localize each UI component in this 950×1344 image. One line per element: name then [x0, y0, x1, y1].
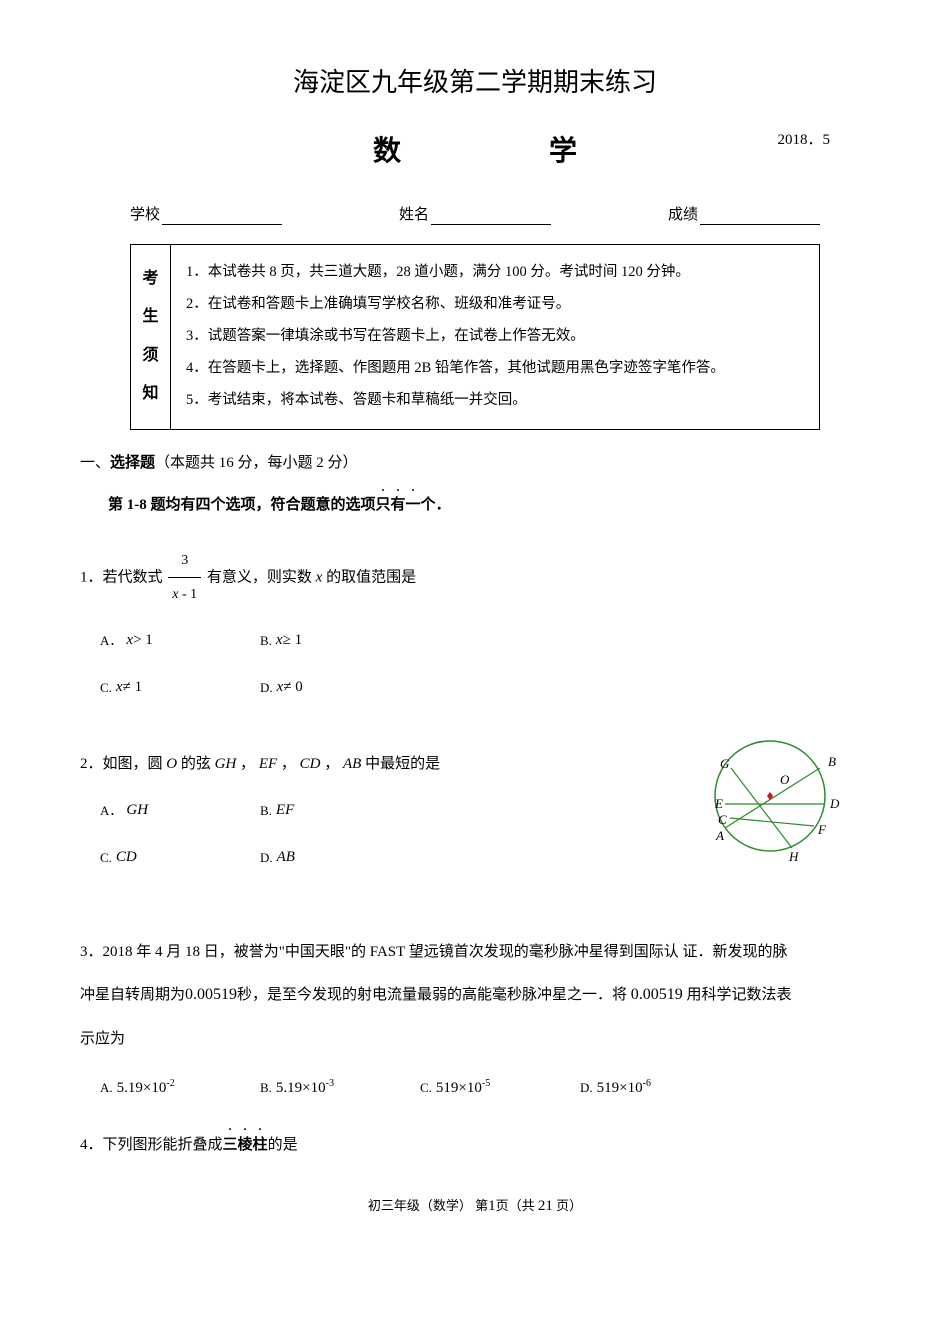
section-prefix: 一、: [80, 455, 110, 471]
emphasis-char: 柱: [253, 1127, 268, 1163]
option-label: B.: [260, 1076, 272, 1099]
score-label: 成绩: [668, 202, 698, 229]
option-d: D. 519×10-6: [580, 1075, 720, 1102]
q1-suffix: 有意义，则实数: [207, 569, 312, 585]
instruction-prefix: 第 1-8 题均有四个选项，符合题意的选项: [108, 497, 376, 513]
page-title: 海淀区九年级第二学期期末练习: [80, 60, 870, 107]
label-a: A: [715, 828, 724, 843]
emphasis-char: 只: [376, 492, 391, 519]
emphasis-char: 棱: [238, 1127, 253, 1163]
label-h: H: [788, 849, 799, 864]
option-d: D. AB: [260, 844, 420, 871]
option-d: D. x ≠ 0: [260, 674, 420, 701]
label-b: B: [828, 754, 836, 769]
q1-end: 的取值范围是: [326, 569, 416, 585]
q1-var: x: [316, 569, 323, 585]
score-blank: [700, 207, 820, 225]
fraction: 3 x - 1: [168, 544, 201, 612]
option-label: C.: [100, 676, 112, 699]
q1-text: 1．若代数式 3 x - 1 有意义，则实数 x 的取值范围是: [80, 544, 870, 612]
label-f: F: [817, 822, 827, 837]
option-c: C. CD: [100, 844, 260, 871]
emphasis-char: 一: [406, 492, 421, 519]
option-label: A．: [100, 629, 122, 652]
q3-text: 3．2018 年 4 月 18 日，被誉为"中国天眼"的 FAST 望远镜首次发…: [80, 931, 870, 1060]
q2-figure: O G B E D C F A H: [690, 726, 850, 886]
section-info: （本题共 16 分，每小题 2 分）: [155, 455, 358, 471]
emphasis-char: 三: [223, 1127, 238, 1163]
emphasis-char: 个: [421, 497, 436, 513]
name-label: 姓名: [399, 202, 429, 229]
name-blank: [431, 207, 551, 225]
notice-item: 5．考试结束，将本试卷、答题卡和草稿纸一并交回。: [186, 385, 804, 417]
notice-char: 生: [142, 303, 158, 332]
option-label: A．: [100, 799, 122, 822]
option-a: A． GH: [100, 797, 260, 824]
label-e: E: [714, 796, 723, 811]
option-label: B.: [260, 799, 272, 822]
question-1: 1．若代数式 3 x - 1 有意义，则实数 x 的取值范围是 A． x > 1…: [80, 544, 870, 721]
option-label: D.: [260, 676, 273, 699]
option-label: A.: [100, 1076, 113, 1099]
q3-line2: 冲星自转周期为0.00519秒，是至今发现的射电流量最弱的高能毫秒脉冲星之一．将…: [80, 973, 870, 1018]
section-name: 选择题: [110, 455, 155, 471]
option-b: B. 5.19×10-3: [260, 1075, 420, 1102]
fraction-denominator: x - 1: [168, 578, 201, 612]
circle-chord-diagram: O G B E D C F A H: [690, 726, 850, 876]
notice-char: 须: [142, 342, 158, 371]
option-c: C. x ≠ 1: [100, 674, 260, 701]
q3-line3: 示应为: [80, 1018, 870, 1060]
option-a: A. 5.19×10-2: [100, 1075, 260, 1102]
label-o: O: [780, 772, 790, 787]
name-field: 姓名: [399, 202, 551, 229]
section-instruction: 第 1-8 题均有四个选项，符合题意的选项只有一个．: [108, 492, 870, 519]
chord-cf: [730, 818, 814, 826]
instruction-suffix: ．: [436, 497, 451, 513]
notice-label-column: 考 生 须 知: [131, 245, 171, 428]
question-4: 4．下列图形能折叠成三棱柱的是: [80, 1127, 870, 1163]
notice-box: 考 生 须 知 1．本试卷共 8 页，共三道大题，28 道小题，满分 100 分…: [130, 244, 820, 429]
school-field: 学校: [130, 202, 282, 229]
emphasis-char: 有: [391, 492, 406, 519]
question-2: O G B E D C F A H 2．如图，圆 O 的弦 GH ， EF ， …: [80, 746, 870, 891]
exam-date: 2018．5: [777, 127, 830, 154]
option-label: C.: [100, 846, 112, 869]
label-g: G: [720, 756, 730, 771]
subject-label: 数 学: [313, 127, 637, 177]
option-label: D.: [580, 1076, 593, 1099]
option-b: B. EF: [260, 797, 420, 824]
option-label: D.: [260, 846, 273, 869]
q1-prefix: 1．若代数式: [80, 569, 163, 585]
option-c: C. 519×10-5: [420, 1075, 580, 1102]
option-b: B. x ≥ 1: [260, 627, 420, 654]
page-footer: 初三年级（数学） 第1页（共 21 页）: [80, 1193, 870, 1220]
option-label: C.: [420, 1076, 432, 1099]
score-field: 成绩: [668, 202, 820, 229]
notice-char: 考: [142, 265, 158, 294]
notice-item: 4．在答题卡上，选择题、作图题用 2B 铅笔作答，其他试题用黑色字迹签字笔作答。: [186, 353, 804, 385]
q4-text: 4．下列图形能折叠成三棱柱的是: [80, 1127, 870, 1163]
student-info-row: 学校 姓名 成绩: [80, 202, 870, 229]
question-3: 3．2018 年 4 月 18 日，被誉为"中国天眼"的 FAST 望远镜首次发…: [80, 931, 870, 1102]
q3-options: A. 5.19×10-2 B. 5.19×10-3 C. 519×10-5 D.…: [100, 1075, 870, 1102]
subject-row: 数 学 2018．5: [80, 127, 870, 177]
q1-options: A． x > 1 B. x ≥ 1 C. x ≠ 1 D. x ≠ 0: [100, 627, 870, 721]
fraction-numerator: 3: [168, 544, 201, 579]
section-title: 一、选择题（本题共 16 分，每小题 2 分）: [80, 450, 870, 477]
notice-item: 3．试题答案一律填涂或书写在答题卡上，在试卷上作答无效。: [186, 321, 804, 353]
school-blank: [162, 207, 282, 225]
label-c: C: [718, 812, 727, 827]
option-a: A． x > 1: [100, 627, 260, 654]
notice-content: 1．本试卷共 8 页，共三道大题，28 道小题，满分 100 分。考试时间 12…: [171, 245, 819, 428]
label-d: D: [829, 796, 840, 811]
q2-prefix: 2．如图，圆: [80, 756, 163, 772]
option-label: B.: [260, 629, 272, 652]
notice-item: 1．本试卷共 8 页，共三道大题，28 道小题，满分 100 分。考试时间 12…: [186, 257, 804, 289]
school-label: 学校: [130, 202, 160, 229]
q3-line1: 3．2018 年 4 月 18 日，被誉为"中国天眼"的 FAST 望远镜首次发…: [80, 931, 870, 973]
notice-item: 2．在试卷和答题卡上准确填写学校名称、班级和准考证号。: [186, 289, 804, 321]
notice-char: 知: [142, 380, 158, 409]
